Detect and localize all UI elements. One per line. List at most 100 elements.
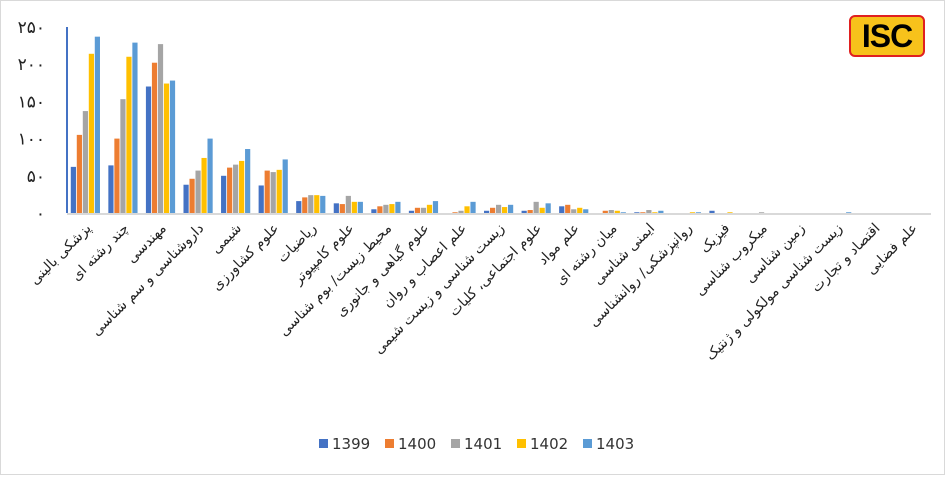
bar-1401-14: [571, 209, 577, 213]
bar-1400-8: [339, 204, 345, 213]
legend-label: 1400: [398, 435, 436, 453]
y-tick-label: ۲۰۰: [18, 55, 45, 75]
bar-1401-16: [646, 210, 652, 213]
y-tick-label: ۵۰: [27, 167, 45, 187]
bar-1401-15: [608, 210, 614, 213]
bar-1403-21: [846, 212, 852, 213]
legend-label: 1399: [332, 435, 370, 453]
bar-1402-15: [614, 210, 620, 213]
bar-1401-3: [157, 44, 164, 213]
bar-1403-4: [207, 138, 213, 213]
bar-1401-7: [308, 195, 314, 213]
bar-1401-12: [496, 204, 502, 213]
bar-1402-3: [163, 83, 170, 213]
bar-1399-4: [183, 184, 189, 213]
bar-1403-16: [658, 210, 664, 213]
bar-1403-13: [545, 203, 551, 213]
bar-1403-5: [245, 149, 251, 213]
legend-item-1403: 1403: [583, 435, 634, 453]
bar-1402-14: [577, 207, 583, 213]
bar-1399-6: [258, 185, 264, 213]
bar-1401-13: [533, 201, 539, 213]
legend-label: 1401: [464, 435, 502, 453]
bar-1402-10: [426, 204, 433, 213]
bar-1401-1: [82, 111, 88, 213]
bar-1401-8: [345, 195, 351, 213]
bar-1400-6: [264, 170, 270, 213]
bar-1400-13: [527, 210, 533, 213]
bar-1401-5: [233, 164, 239, 213]
bar-1400-1: [76, 134, 82, 213]
bar-1399-8: [333, 203, 339, 213]
y-tick-label: ۰: [36, 204, 45, 224]
bar-1402-5: [239, 160, 245, 213]
bar-1402-11: [464, 206, 470, 213]
bar-1399-13: [521, 210, 527, 213]
bar-1401-4: [195, 170, 201, 213]
legend-item-1402: 1402: [517, 435, 568, 453]
y-tick-label: ۱۰۰: [18, 130, 45, 150]
bar-1400-10: [414, 207, 421, 213]
isc-logo: ISC: [849, 15, 925, 57]
bar-1403-9: [395, 201, 401, 213]
bar-1400-15: [602, 210, 608, 213]
bar-1402-8: [351, 201, 357, 213]
bar-1402-2: [126, 56, 132, 214]
bar-1400-14: [565, 204, 571, 213]
bar-1403-3: [169, 80, 176, 214]
bar-1402-12: [502, 207, 508, 213]
legend-swatch: [451, 439, 460, 448]
legend-label: 1403: [596, 435, 634, 453]
bar-1399-12: [484, 210, 490, 213]
bar-1401-10: [420, 207, 427, 213]
legend-label: 1402: [530, 435, 568, 453]
bar-1403-8: [357, 201, 363, 213]
bar-1403-15: [620, 212, 626, 213]
bar-1401-9: [383, 204, 389, 213]
bar-1403-7: [320, 195, 326, 213]
bar-1403-11: [470, 201, 476, 213]
bar-1399-18: [709, 210, 715, 213]
y-tick-label: ۲۵۰: [18, 18, 45, 38]
bar-1400-3: [151, 62, 158, 213]
y-tick-label: ۱۵۰: [18, 92, 45, 112]
bar-1399-2: [108, 165, 114, 213]
legend-swatch: [583, 439, 592, 448]
bar-1400-7: [302, 197, 308, 213]
legend-item-1401: 1401: [451, 435, 502, 453]
bar-1401-2: [120, 99, 126, 213]
bar-1400-9: [377, 206, 383, 213]
bar-1402-6: [276, 169, 282, 213]
legend-item-1399: 1399: [319, 435, 370, 453]
bar-1403-14: [583, 209, 589, 213]
bar-1402-17: [689, 212, 696, 213]
bar-1402-1: [88, 53, 94, 214]
bar-1399-5: [221, 175, 227, 213]
logo-text: ISC: [861, 17, 913, 54]
bar-1403-17: [695, 212, 702, 213]
bar-1399-7: [296, 201, 302, 213]
bar-1403-1: [94, 36, 100, 214]
bar-1399-16: [634, 212, 640, 213]
bar-1402-13: [539, 207, 545, 213]
bar-1403-12: [508, 204, 514, 213]
bar-1399-1: [70, 166, 76, 213]
bar-1402-4: [201, 157, 207, 213]
bar-1402-9: [389, 204, 395, 213]
bar-1400-4: [189, 178, 195, 213]
bar-1401-19: [758, 212, 765, 213]
bar-1400-5: [227, 167, 233, 213]
bar-1402-16: [652, 212, 658, 213]
bar-1403-10: [432, 201, 439, 213]
bar-1399-14: [559, 206, 565, 213]
bar-1400-12: [490, 207, 496, 213]
bar-1401-11: [458, 210, 464, 213]
bar-1402-18: [727, 212, 733, 213]
bar-1399-10: [408, 210, 415, 213]
bar-1401-6: [270, 172, 276, 213]
legend-swatch: [385, 439, 394, 448]
bar-1400-11: [452, 212, 458, 213]
bar-1399-9: [371, 209, 377, 213]
bar-1399-3: [145, 86, 152, 213]
